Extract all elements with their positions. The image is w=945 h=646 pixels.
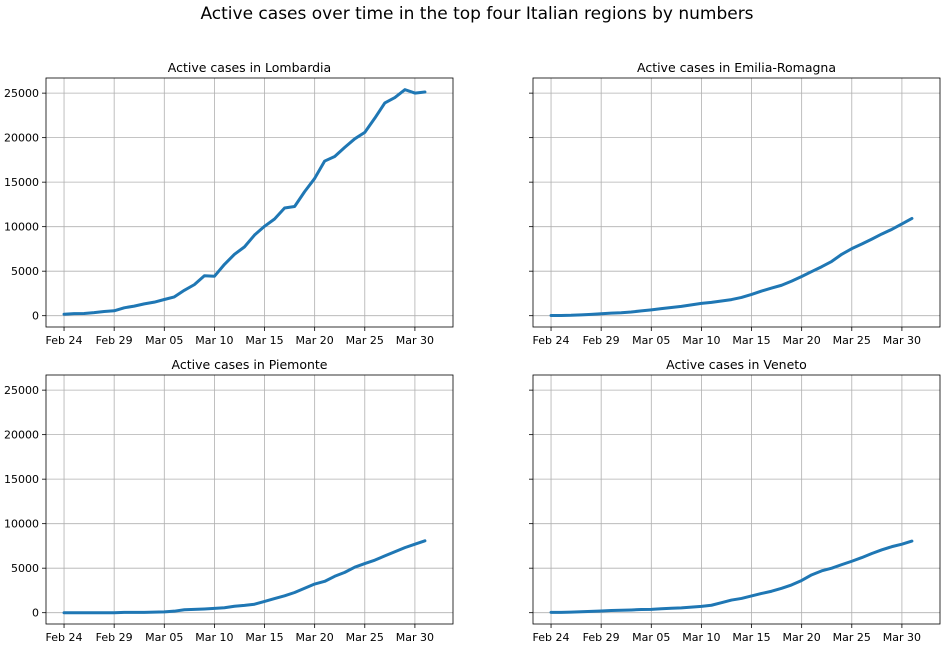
y-tick-label: 20000 xyxy=(4,132,39,145)
x-tick-label: Mar 25 xyxy=(833,334,871,347)
x-tick-label: Mar 25 xyxy=(346,334,384,347)
x-tick-label: Mar 15 xyxy=(732,631,770,644)
x-tick-label: Mar 05 xyxy=(632,631,670,644)
y-tick-label: 15000 xyxy=(4,473,39,486)
x-tick-label: Mar 10 xyxy=(195,631,233,644)
x-tick-label: Feb 29 xyxy=(583,334,620,347)
y-tick-label: 0 xyxy=(32,607,39,620)
x-tick-label: Mar 30 xyxy=(396,334,434,347)
x-tick-label: Mar 30 xyxy=(883,334,921,347)
x-tick-label: Mar 05 xyxy=(145,334,183,347)
series-line xyxy=(62,88,427,316)
x-tick-label: Feb 29 xyxy=(96,334,133,347)
x-tick-label: Mar 20 xyxy=(296,631,334,644)
x-tick-label: Mar 15 xyxy=(732,334,770,347)
y-tick-label: 10000 xyxy=(4,518,39,531)
axes-frame xyxy=(45,374,454,625)
x-tick-label: Feb 24 xyxy=(46,334,83,347)
subplot-4: Active cases in Veneto Feb 24 Feb 29 Mar 05… xyxy=(529,357,941,644)
y-tick-label: 15000 xyxy=(4,176,39,189)
subplot-title: Active cases in Emilia-Romagna xyxy=(637,60,836,75)
x-tick-label: Feb 29 xyxy=(96,631,133,644)
x-tick-label: Mar 25 xyxy=(833,631,871,644)
x-tick-label: Mar 05 xyxy=(632,334,670,347)
x-tick-label: Mar 15 xyxy=(245,334,283,347)
subplot-3: Active cases in Piemonte 0 5000 10000 15000 2… xyxy=(4,357,454,644)
subplot-title: Active cases in Veneto xyxy=(666,357,807,372)
subplot-title: Active cases in Piemonte xyxy=(172,357,328,372)
x-tick-label: Mar 10 xyxy=(195,334,233,347)
subplot-2: Active cases in Emilia-Romagna Feb 24 Feb … xyxy=(529,60,941,347)
x-tick-label: Mar 25 xyxy=(346,631,384,644)
subplots-container: Active cases in Lombardia 0 5000 10000 15000… xyxy=(4,60,941,644)
x-tick-label: Feb 24 xyxy=(533,631,570,644)
x-tick-label: Mar 20 xyxy=(783,334,821,347)
x-tick-label: Mar 20 xyxy=(783,631,821,644)
x-tick-label: Mar 30 xyxy=(883,631,921,644)
axes-frame xyxy=(532,374,941,625)
x-tick-label: Mar 05 xyxy=(145,631,183,644)
y-tick-label: 5000 xyxy=(11,265,39,278)
x-tick-label: Mar 30 xyxy=(396,631,434,644)
y-tick-label: 5000 xyxy=(11,562,39,575)
series-line xyxy=(62,539,427,615)
x-tick-label: Feb 29 xyxy=(583,631,620,644)
y-tick-label: 10000 xyxy=(4,221,39,234)
y-tick-label: 0 xyxy=(32,310,39,323)
y-tick-label: 25000 xyxy=(4,87,39,100)
x-tick-label: Feb 24 xyxy=(46,631,83,644)
axes-frame xyxy=(532,77,941,328)
axes-frame xyxy=(45,77,454,328)
x-tick-label: Mar 10 xyxy=(682,334,720,347)
x-tick-label: Mar 20 xyxy=(296,334,334,347)
figure-suptitle: Active cases over time in the top four I… xyxy=(200,4,753,24)
x-tick-label: Feb 24 xyxy=(533,334,570,347)
series-line xyxy=(549,216,914,318)
y-tick-label: 25000 xyxy=(4,384,39,397)
y-tick-label: 20000 xyxy=(4,429,39,442)
subplot-title: Active cases in Lombardia xyxy=(168,60,331,75)
x-tick-label: Mar 10 xyxy=(682,631,720,644)
subplot-1: Active cases in Lombardia 0 5000 10000 15000… xyxy=(4,60,454,347)
series-line xyxy=(549,539,914,614)
x-tick-label: Mar 15 xyxy=(245,631,283,644)
